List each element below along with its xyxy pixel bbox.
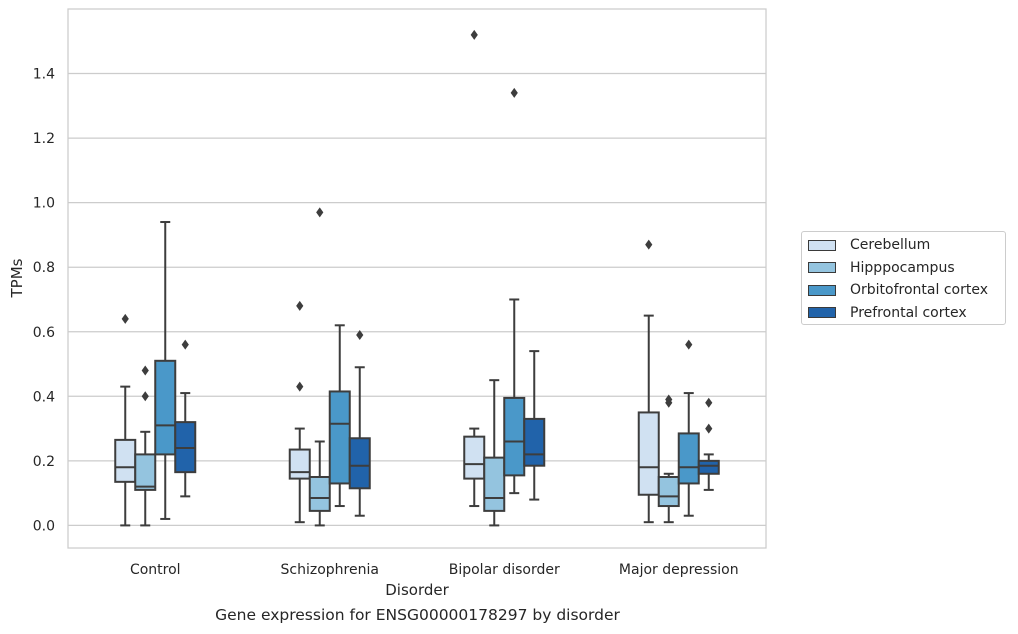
box-group: [348, 329, 371, 517]
outlier-point: [705, 423, 713, 434]
iqr-box: [328, 390, 351, 485]
box-group: [134, 365, 157, 527]
box-group: [114, 313, 137, 527]
iqr-box: [657, 475, 680, 508]
box-group: [154, 221, 177, 520]
outlier-point: [296, 300, 304, 311]
y-tick-label: 1.4: [33, 67, 55, 83]
legend: Cerebellum Hipppocampus Orbitofrontal cort…: [801, 231, 1006, 325]
outlier-point: [316, 207, 324, 218]
outlier-point: [685, 339, 693, 350]
iqr-box: [677, 432, 700, 485]
legend-swatch: [808, 239, 836, 251]
iqr-box: [483, 456, 506, 512]
x-tick-labels: Control Schizophrenia Bipolar disorder Majo…: [130, 562, 739, 578]
y-tick-label: 0.6: [33, 325, 55, 341]
legend-item: Orbitofrontal cortex: [808, 280, 988, 300]
box-group: [328, 324, 351, 508]
box-group: [657, 394, 680, 524]
iqr-box: [154, 359, 177, 456]
legend-label: Cerebellum: [850, 237, 931, 253]
box-group: [523, 350, 546, 501]
x-tick-label: Control: [130, 562, 181, 578]
iqr-box: [523, 417, 546, 467]
legend-item: Hipppocampus: [808, 258, 955, 278]
y-tick-label: 0.2: [33, 454, 55, 470]
y-axis-label: TPMs: [8, 258, 26, 298]
iqr-box: [463, 435, 486, 480]
outlier-point: [510, 87, 518, 98]
outlier-point: [141, 365, 149, 376]
boxes-layer: [114, 29, 720, 527]
legend-item: Prefrontal cortex: [808, 303, 967, 323]
box-group: [697, 397, 720, 491]
legend-label: Prefrontal cortex: [850, 304, 967, 321]
box-group: [677, 339, 700, 517]
legend-swatch: [808, 307, 836, 318]
y-tick-labels: 0.0 0.2 0.4 0.6 0.8 1.0 1.2 1.4: [33, 67, 55, 535]
outlier-point: [470, 29, 478, 40]
outlier-point: [121, 313, 129, 324]
box-group: [503, 87, 526, 495]
outlier-point: [705, 397, 713, 408]
box-group: [637, 239, 660, 524]
iqr-box: [308, 475, 331, 512]
iqr-box: [288, 448, 311, 480]
iqr-box: [503, 396, 526, 477]
y-tick-label: 0.8: [33, 260, 55, 276]
iqr-box: [134, 453, 157, 491]
outlier-point: [141, 391, 149, 402]
legend-swatch: [808, 262, 836, 273]
y-tick-label: 1.2: [33, 131, 55, 147]
legend-label: Hipppocampus: [850, 259, 955, 276]
y-tick-label: 0.4: [33, 389, 55, 405]
box-group: [288, 300, 311, 524]
chart-caption: Gene expression for ENSG00000178297 by d…: [215, 606, 620, 624]
iqr-box: [114, 438, 137, 483]
y-tick-label: 1.0: [33, 196, 55, 212]
box-group: [483, 379, 506, 527]
iqr-box: [637, 411, 660, 496]
outlier-point: [356, 329, 364, 340]
gridlines: [68, 72, 766, 527]
box-group: [308, 207, 331, 527]
outlier-point: [296, 381, 304, 392]
iqr-box: [348, 437, 371, 490]
y-tick-label: 0.0: [33, 518, 55, 534]
x-tick-label: Schizophrenia: [281, 562, 379, 578]
legend-item: Cerebellum: [808, 235, 930, 255]
x-tick-label: Major depression: [619, 562, 739, 578]
x-axis-label: Disorder: [385, 581, 449, 599]
x-tick-label: Bipolar disorder: [449, 562, 560, 578]
outlier-point: [181, 339, 189, 350]
iqr-box: [697, 459, 720, 475]
box-group: [174, 339, 197, 498]
legend-label: Orbitofrontal cortex: [850, 282, 988, 298]
outlier-point: [665, 394, 673, 405]
plot-frame: [67, 8, 767, 549]
box-group: [463, 29, 486, 508]
outlier-point: [645, 239, 653, 250]
legend-swatch: [808, 284, 836, 296]
